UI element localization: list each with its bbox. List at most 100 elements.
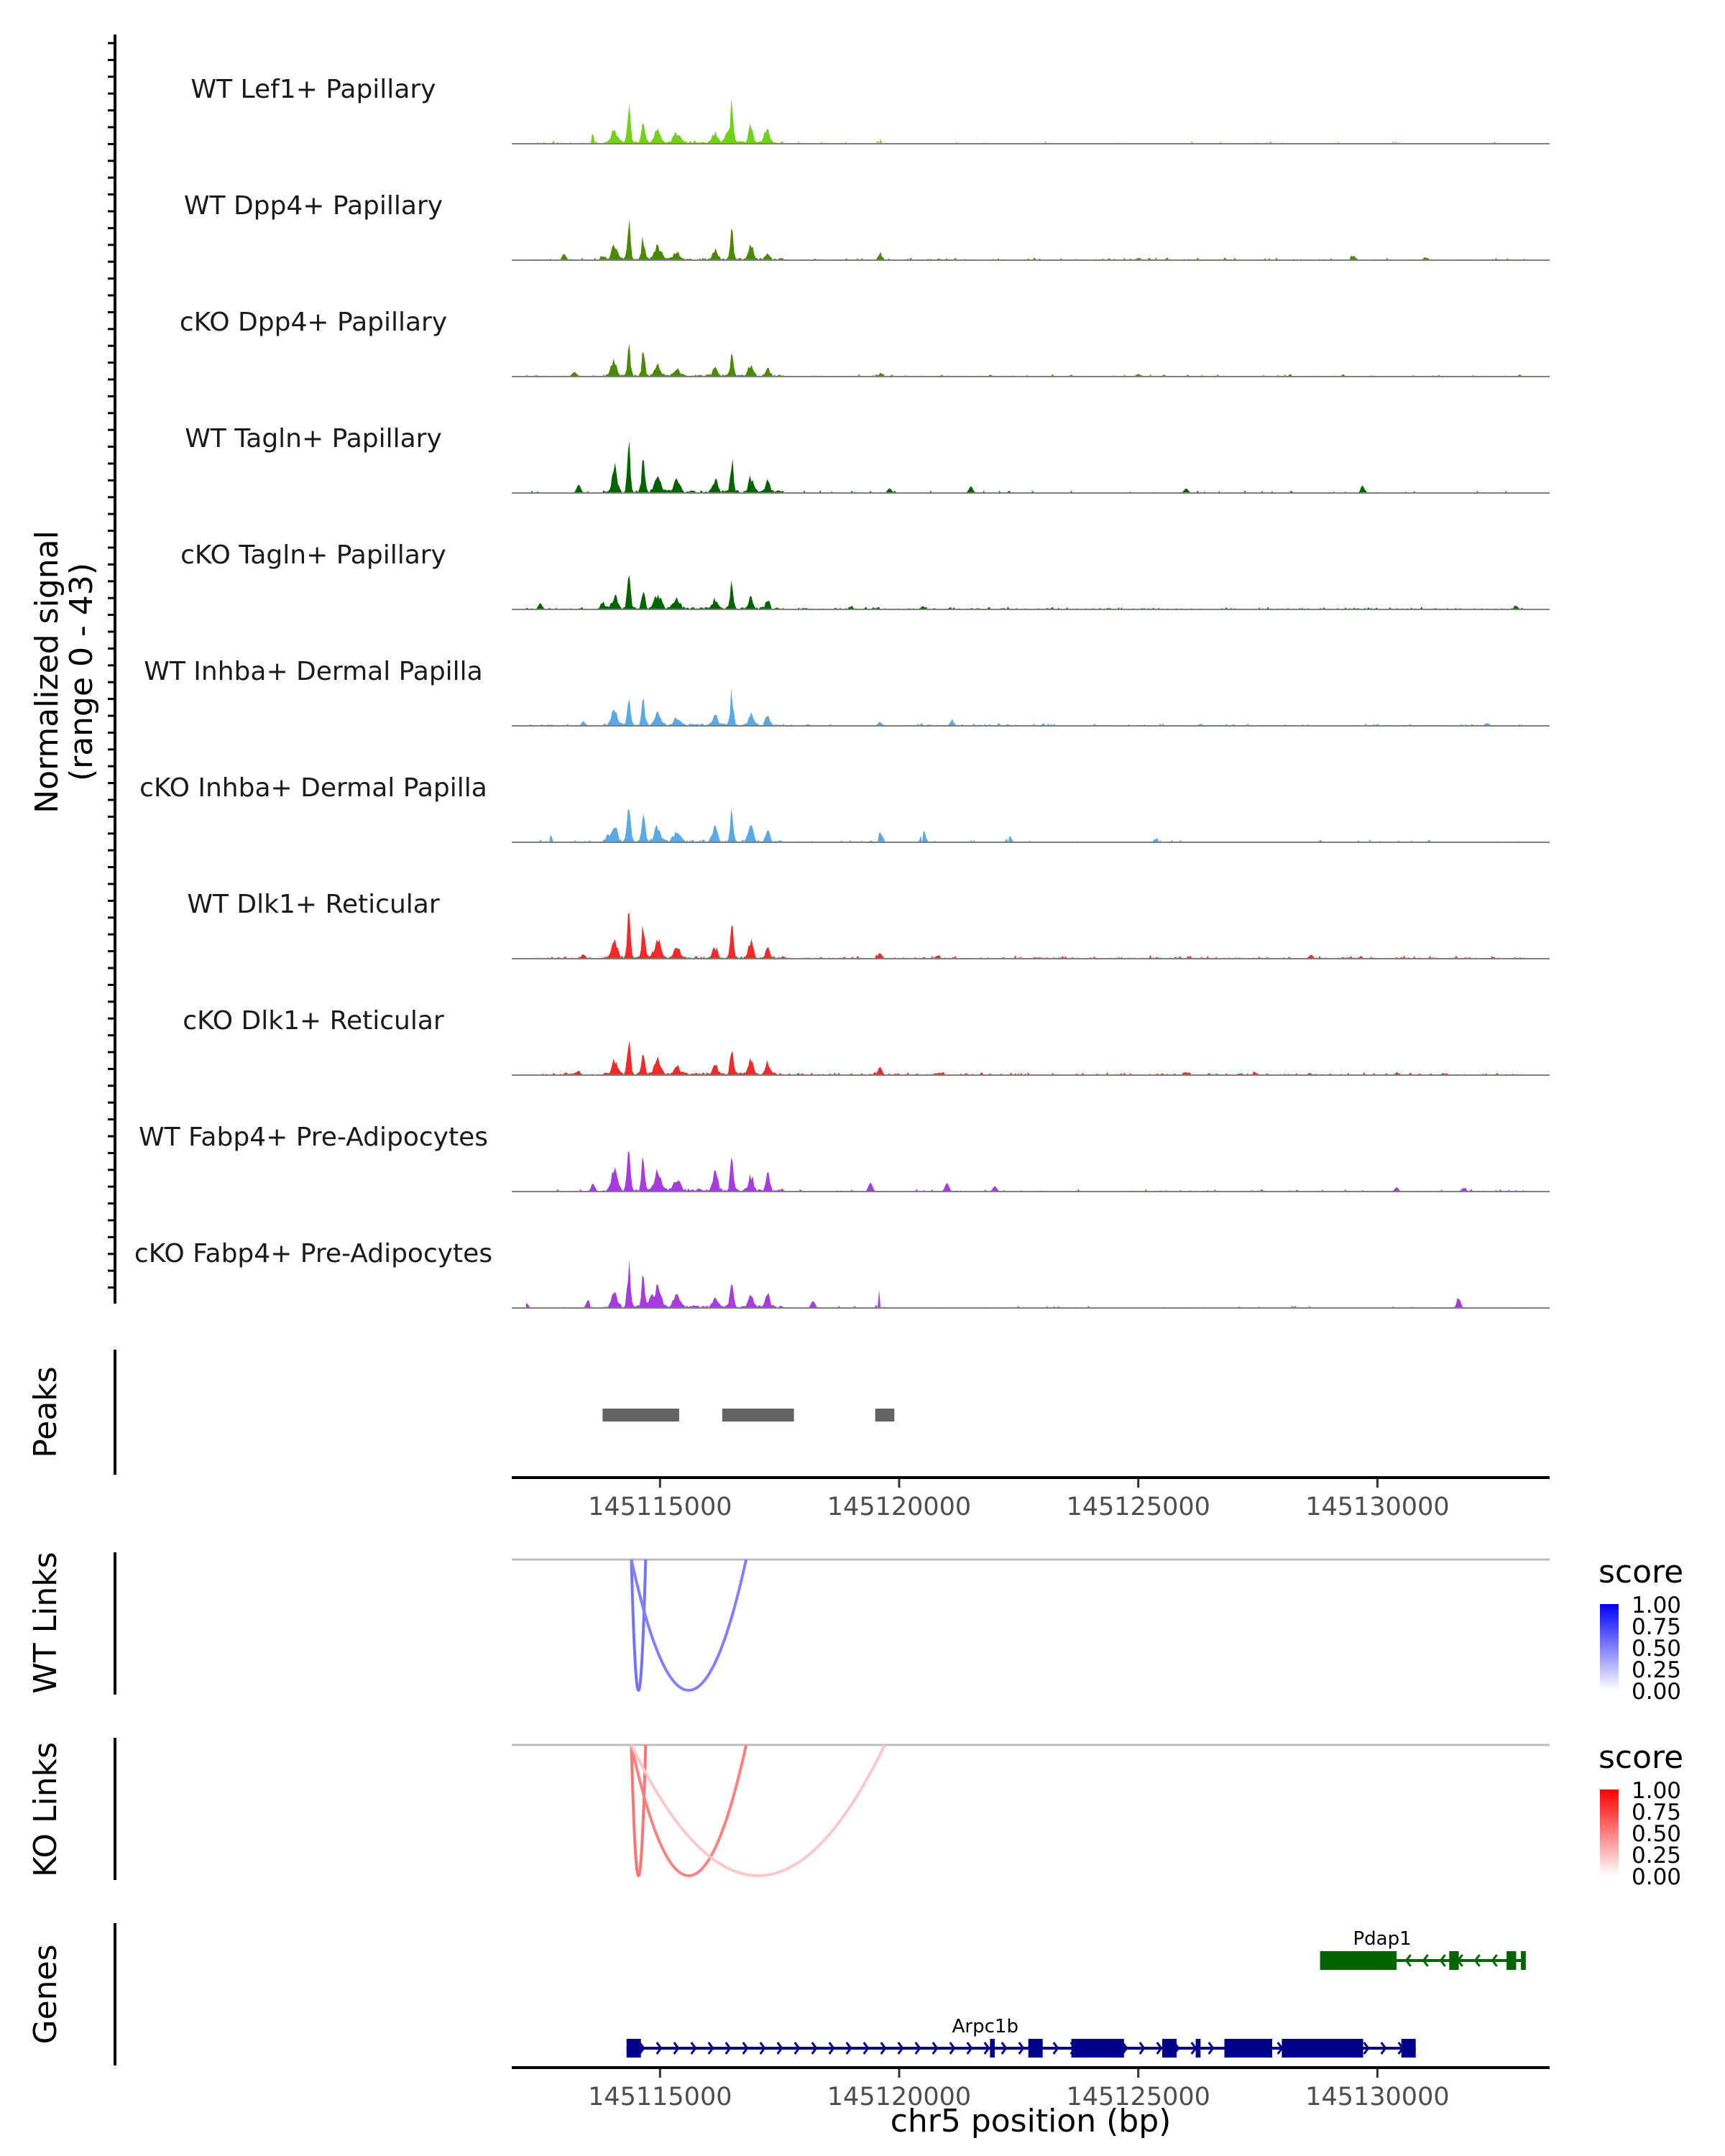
ko-link-arcs — [630, 1744, 886, 1877]
strand-arrow — [707, 2042, 714, 2055]
track-label: cKO Dpp4+ Papillary — [180, 308, 447, 337]
coverage-track: WT Dpp4+ Papillary — [184, 191, 1550, 261]
wt-legend-tick-050: 0.50 — [1632, 1636, 1681, 1662]
strand-arrow — [949, 2042, 956, 2055]
track-label: cKO Inhba+ Dermal Papilla — [139, 773, 487, 803]
gene-exon — [1162, 2039, 1177, 2058]
genes-label: Genes — [27, 1944, 64, 2044]
link-arc — [630, 1744, 886, 1877]
strand-arrow — [759, 2042, 766, 2055]
coverage-area — [526, 98, 1526, 144]
x-tick-label: 145115000 — [588, 1493, 732, 1521]
peak-region — [722, 1409, 794, 1422]
wt-link-arcs — [630, 1559, 748, 1692]
strand-arrow — [794, 2042, 801, 2055]
coverage-area — [526, 688, 1526, 726]
strand-arrow — [862, 2042, 870, 2055]
gene-model: Pdap1 — [1320, 1928, 1526, 1970]
wt-links-panel: WT Links score 1.00 0.75 0.50 0.25 0.00 — [27, 1552, 1683, 1705]
gene-exon — [626, 2039, 641, 2058]
strand-arrow — [1363, 2042, 1370, 2055]
wt-legend-tick-000: 0.00 — [1632, 1679, 1681, 1705]
strand-arrow — [742, 2042, 749, 2055]
wt-legend-tick-100: 1.00 — [1632, 1593, 1681, 1618]
track-label: cKO Tagln+ Papillary — [180, 540, 446, 570]
gene-exon — [1195, 2039, 1201, 2058]
coverage-area — [526, 343, 1526, 377]
track-label: WT Inhba+ Dermal Papilla — [144, 657, 482, 686]
genes-x-ticks: 145115000 145120000 145125000 145130000 — [588, 2069, 1450, 2111]
ko-legend-tick-000: 0.00 — [1632, 1864, 1681, 1890]
coverage-tracks: WT Lef1+ Papillary WT Dpp4+ Papillary cKO … — [134, 75, 1550, 1309]
coverage-track: WT Lef1+ Papillary — [191, 75, 1550, 144]
ko-legend-tick-100: 1.00 — [1632, 1778, 1681, 1804]
coverage-track: WT Dlk1+ Reticular — [187, 890, 1550, 959]
strand-arrow — [845, 2042, 852, 2055]
strand-arrow — [966, 2042, 973, 2055]
track-label: WT Dpp4+ Papillary — [184, 191, 443, 221]
strand-arrow — [1018, 2042, 1025, 2055]
link-arc — [630, 1744, 648, 1877]
gene-exon — [1401, 2039, 1416, 2058]
track-label: WT Lef1+ Papillary — [191, 75, 436, 104]
wt-legend-title: score — [1598, 1554, 1683, 1590]
strand-arrow — [673, 2042, 680, 2055]
strand-arrow — [880, 2042, 887, 2055]
peak-region — [602, 1409, 679, 1422]
strand-arrow — [1138, 2042, 1146, 2055]
strand-arrow — [1439, 1954, 1446, 1967]
peaks-panel: Peaks 145115000 145120000 145125000 1451300… — [27, 1350, 1550, 1521]
gene-exon — [1071, 2039, 1124, 2058]
strand-arrow — [932, 2042, 939, 2055]
strand-arrow — [1000, 2042, 1008, 2055]
gene-exon — [1449, 1951, 1459, 1970]
ko-legend-tick-025: 0.25 — [1632, 1843, 1681, 1869]
gene-exon — [990, 2039, 995, 2058]
peaks-label: Peaks — [27, 1366, 64, 1457]
strand-arrow — [1156, 2042, 1163, 2055]
gene-model: Arpc1b — [626, 2016, 1416, 2058]
gene-exon — [1506, 1951, 1517, 1970]
peaks-x-ticks: 145115000 145120000 145125000 145130000 — [588, 1479, 1450, 1521]
track-label: cKO Dlk1+ Reticular — [183, 1006, 444, 1036]
strand-arrow — [1491, 1954, 1498, 1967]
track-label: WT Fabp4+ Pre-Adipocytes — [139, 1123, 488, 1152]
coverage-area — [526, 1259, 1526, 1308]
ko-legend-title: score — [1598, 1739, 1683, 1776]
x-tick-label: 145120000 — [827, 2083, 971, 2111]
strand-arrow — [828, 2042, 835, 2055]
strand-arrow — [897, 2042, 904, 2055]
coverage-area — [526, 1040, 1526, 1075]
coverage-track: cKO Inhba+ Dermal Papilla — [139, 773, 1550, 843]
gene-exon — [1320, 1951, 1397, 1970]
ko-links-legend: score 1.00 0.75 0.50 0.25 0.00 — [1598, 1739, 1683, 1890]
coverage-track: cKO Tagln+ Papillary — [180, 540, 1550, 610]
ko-legend-colorbar — [1600, 1789, 1619, 1876]
strand-arrow — [1052, 2042, 1059, 2055]
gene-exon — [1028, 2039, 1043, 2058]
ko-links-label: KO Links — [27, 1742, 64, 1877]
strand-arrow — [1208, 2042, 1215, 2055]
track-label: WT Tagln+ Papillary — [185, 424, 442, 453]
x-tick-label: 145125000 — [1066, 2083, 1210, 2111]
x-tick-label: 145130000 — [1305, 2083, 1449, 2111]
coverage-area — [526, 441, 1526, 493]
coverage-area — [526, 1151, 1526, 1192]
gene-exon — [1282, 2039, 1363, 2058]
strand-arrow — [1422, 1954, 1429, 1967]
track-label: cKO Fabp4+ Pre-Adipocytes — [134, 1239, 492, 1268]
strand-arrow — [1473, 1954, 1481, 1967]
strand-arrow — [811, 2042, 818, 2055]
strand-arrow — [776, 2042, 783, 2055]
gene-models: Pdap1 Arpc1b — [626, 1928, 1526, 2058]
peak-region — [875, 1409, 895, 1422]
strand-arrow — [690, 2042, 697, 2055]
gene-exon — [1521, 1951, 1526, 1970]
coverage-ylabel-line1: Normalized signal — [29, 530, 65, 814]
coverage-track: WT Inhba+ Dermal Papilla — [144, 657, 1550, 727]
coverage-y-ticks — [108, 42, 115, 1289]
wt-legend-tick-025: 0.25 — [1632, 1657, 1681, 1683]
coverage-area — [526, 218, 1526, 260]
link-arc — [630, 1744, 748, 1877]
strand-arrow — [656, 2042, 663, 2055]
